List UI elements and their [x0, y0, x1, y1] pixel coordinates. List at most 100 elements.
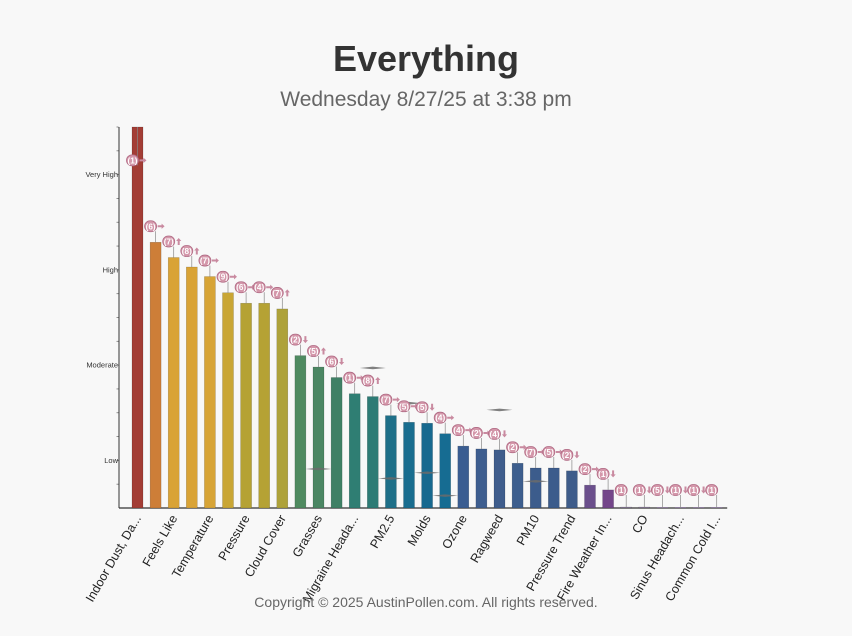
trend-badge — [198, 254, 212, 267]
bar — [457, 445, 470, 509]
range-marker — [359, 366, 386, 370]
bar — [421, 422, 433, 509]
trend-arrow-down — [429, 403, 435, 411]
x-tick-label: Ozone — [439, 512, 470, 551]
range-marker — [414, 471, 441, 475]
trend-arrow-right — [139, 157, 147, 163]
trend-badge-count: (5) — [417, 402, 427, 412]
x-tick-label: Molds — [405, 513, 434, 549]
y-tick-label: High — [103, 265, 118, 274]
trend-arrow-down — [501, 430, 508, 438]
y-tick-label: Very High — [85, 170, 118, 179]
trend-badge — [578, 463, 592, 476]
trend-badge — [596, 468, 610, 480]
trend-badge-count: (6) — [146, 221, 156, 231]
copyright-footer: Copyright © 2025 AustinPollen.com. All r… — [254, 594, 598, 610]
bar — [620, 506, 632, 509]
trend-badge-count: (5) — [652, 485, 662, 495]
trend-badge-count: (1) — [634, 485, 644, 495]
trend-arrow-up — [194, 247, 200, 255]
trend-badge — [451, 424, 465, 436]
trend-badge — [669, 484, 682, 496]
trend-badge — [524, 446, 538, 458]
trend-badge-count: (5) — [309, 346, 319, 356]
trend-badge-count: (4) — [490, 429, 500, 439]
trend-arrow-down — [664, 486, 670, 494]
trend-arrow-right — [592, 466, 599, 472]
trend-badge-count: (2) — [508, 442, 518, 452]
x-tick-label: PM10 — [514, 512, 542, 547]
trend-badge — [270, 287, 284, 299]
trend-badge-count: (6) — [327, 357, 337, 367]
trend-arrow-down — [574, 451, 580, 459]
trend-badge — [216, 270, 230, 283]
trend-badge-count: (4) — [453, 425, 463, 435]
trend-badge — [343, 371, 357, 384]
trend-badge-count: (2) — [290, 335, 300, 345]
bar — [186, 266, 198, 509]
range-marker — [522, 480, 549, 483]
trend-badge-count: (1) — [616, 485, 626, 495]
bar — [240, 302, 252, 509]
trend-badge — [433, 411, 447, 424]
bar — [167, 257, 180, 509]
trend-arrow-down — [682, 486, 689, 494]
chart-subtitle: Wednesday 8/27/25 at 3:38 pm — [280, 88, 572, 111]
trend-badge — [632, 484, 646, 496]
x-tick-label: Indoor Dust, Da... — [83, 513, 144, 605]
trend-badge-count: (1) — [128, 155, 138, 165]
bar — [638, 506, 651, 509]
trend-badge — [126, 154, 139, 167]
x-tick-label: Ragweed — [468, 512, 507, 565]
bar — [149, 242, 162, 509]
range-marker — [305, 467, 332, 471]
chart-title: Everything — [332, 38, 520, 79]
trend-badge-count: (7) — [381, 395, 391, 405]
trend-badges: (1) (6) (7) (8) (7) (9) (6) (4) (7) (2) (5) (6) (1) (… — [126, 127, 719, 508]
trend-badge — [469, 427, 483, 439]
trend-badge — [614, 484, 628, 496]
trend-badge-count: (7) — [272, 288, 282, 298]
trend-badge-count: (8) — [182, 246, 192, 256]
x-tick-label: CO — [629, 512, 651, 535]
trend-badge — [506, 441, 520, 454]
trend-arrow-up — [176, 237, 182, 245]
y-tick-label: Moderate — [86, 361, 118, 370]
trend-arrow-down — [610, 470, 616, 478]
trend-arrow-down — [302, 336, 308, 344]
trend-arrow-up — [320, 347, 327, 355]
range-markers — [305, 366, 549, 497]
trend-arrow-right — [447, 415, 455, 421]
trend-arrow-right — [519, 444, 527, 450]
trend-badge — [144, 220, 158, 233]
bar — [276, 308, 289, 509]
trend-badge-count: (1) — [671, 485, 681, 495]
bar — [312, 366, 325, 509]
trend-badge — [542, 446, 556, 458]
trend-arrow-down — [646, 486, 652, 494]
trend-badge — [234, 281, 248, 294]
trend-arrow-right — [230, 274, 237, 280]
trend-badge — [651, 484, 664, 496]
trend-badge — [180, 245, 194, 257]
bar — [385, 415, 397, 509]
bar — [294, 355, 307, 509]
x-tick-label: Feels Like — [140, 512, 181, 568]
bar — [348, 393, 361, 509]
trend-badge-count: (7) — [200, 256, 210, 266]
trend-badge-count: (1) — [707, 485, 717, 495]
trend-badge-count: (8) — [363, 376, 373, 386]
bar — [475, 448, 488, 509]
trend-arrow-right — [266, 284, 274, 290]
trend-badge — [397, 400, 411, 413]
trend-badge — [560, 448, 574, 461]
trend-badge-count: (1) — [345, 373, 355, 383]
y-tick-label: Low — [104, 456, 118, 465]
bar — [222, 292, 234, 509]
bar — [548, 467, 560, 509]
bar — [403, 422, 415, 509]
trend-badge — [687, 484, 700, 496]
trend-badge-count: (2) — [580, 464, 590, 474]
